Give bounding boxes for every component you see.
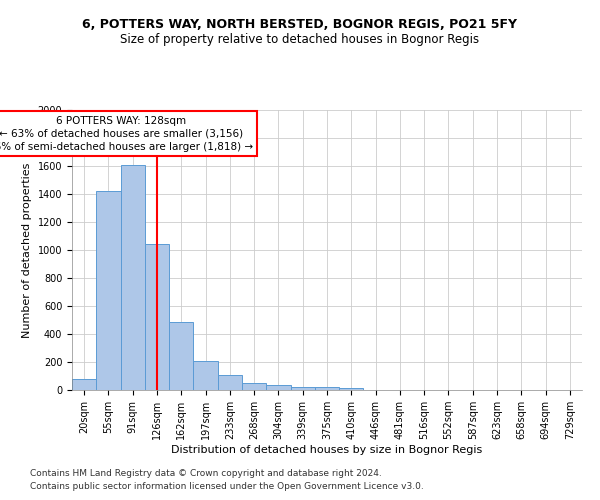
X-axis label: Distribution of detached houses by size in Bognor Regis: Distribution of detached houses by size … [172,445,482,455]
Bar [193,362,218,390]
Bar [290,387,315,390]
Bar [218,376,242,390]
Bar [242,384,266,390]
Bar [169,322,193,390]
Text: 6, POTTERS WAY, NORTH BERSTED, BOGNOR REGIS, PO21 5FY: 6, POTTERS WAY, NORTH BERSTED, BOGNOR RE… [83,18,517,30]
Bar [96,191,121,390]
Y-axis label: Number of detached properties: Number of detached properties [22,162,32,338]
Bar [72,379,96,390]
Text: Contains public sector information licensed under the Open Government Licence v3: Contains public sector information licen… [30,482,424,491]
Bar [121,164,145,390]
Text: Size of property relative to detached houses in Bognor Regis: Size of property relative to detached ho… [121,32,479,46]
Bar [315,387,339,390]
Text: 6 POTTERS WAY: 128sqm
← 63% of detached houses are smaller (3,156)
36% of semi-d: 6 POTTERS WAY: 128sqm ← 63% of detached … [0,116,253,152]
Bar [145,244,169,390]
Bar [266,384,290,390]
Text: Contains HM Land Registry data © Crown copyright and database right 2024.: Contains HM Land Registry data © Crown c… [30,468,382,477]
Bar [339,388,364,390]
